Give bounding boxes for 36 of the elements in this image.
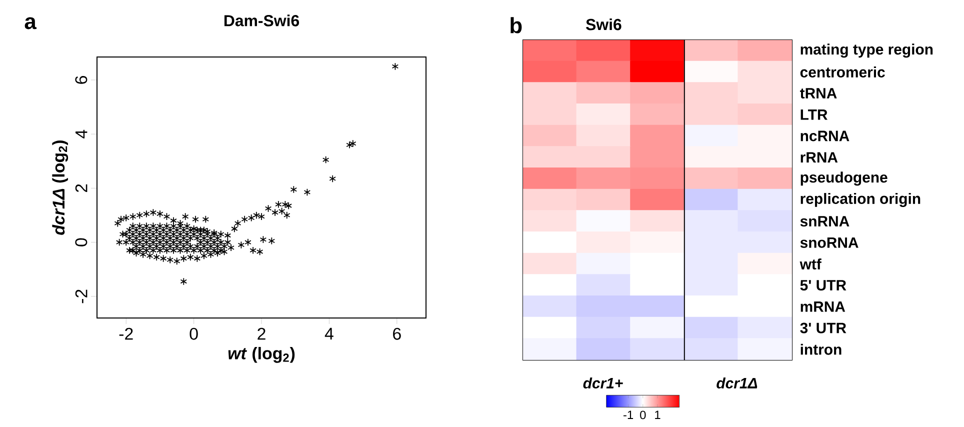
text: dcr1Δ (716, 378, 758, 388)
y-axis-title: dcr1Δ (log$_{2}$) (52, 140, 68, 235)
y-tick-label: LTR (800, 110, 828, 120)
x-tick-label: 4 (324, 328, 334, 340)
x-tick-label: -2 (119, 328, 133, 340)
y-tick-label: rRNA (800, 152, 838, 162)
y-tick-label: 5' UTR (800, 280, 846, 291)
y-tick-label: wtf (800, 258, 822, 270)
x-tick-label: 0 (190, 328, 198, 340)
y-tick-label: 4 (76, 130, 88, 138)
y-tick-label: snoRNA (800, 237, 858, 248)
text: a (24, 17, 37, 30)
text: dcr1+ (583, 378, 623, 388)
y-tick-label: snRNA (800, 216, 850, 227)
y-tick-label: 0 (75, 238, 88, 246)
y-tick-label: 3' UTR (800, 322, 846, 334)
color-bar-label: -1 (624, 410, 634, 419)
chart-title: Dam-Swi6 (224, 14, 300, 26)
chart-title: Swi6 (586, 18, 622, 30)
color-bar-label: 0 (640, 410, 646, 420)
y-tick-label: intron (800, 344, 842, 355)
y-tick-label: -2 (75, 290, 88, 304)
y-tick-label: tRNA (800, 88, 837, 99)
x-tick-label: 2 (258, 328, 266, 340)
y-tick-label: centromeric (800, 66, 885, 78)
color-bar-label: 1 (655, 410, 660, 419)
y-tick-label: mRNA (800, 302, 846, 312)
y-tick-label: 2 (75, 184, 88, 192)
text: b (510, 17, 522, 34)
x-axis-title: wt (log$_{2}$) (228, 346, 295, 363)
y-tick-label: 6 (75, 76, 88, 84)
y-tick-label: replication origin (800, 193, 920, 208)
y-tick-label: pseudogene (800, 172, 888, 186)
y-tick-label: mating type region (800, 44, 933, 58)
x-tick-label: 6 (393, 328, 401, 340)
y-tick-label: ncRNA (800, 130, 850, 142)
